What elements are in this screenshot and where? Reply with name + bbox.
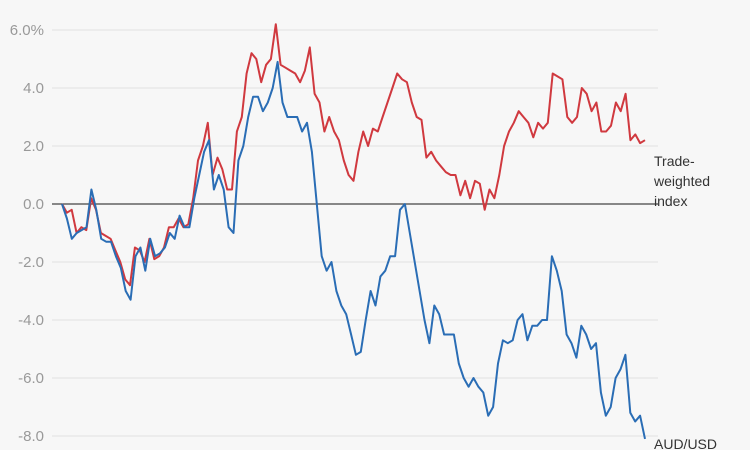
series-label: weighted: [653, 173, 710, 189]
y-tick-label: 0.0: [23, 196, 44, 213]
y-tick-label: 2.0: [23, 138, 44, 155]
y-tick-label: -6.0: [18, 370, 44, 387]
y-tick-label: -2.0: [18, 254, 44, 271]
series-label: AUD/USD: [654, 436, 717, 450]
y-axis-ticks: 6.0% 4.0 2.0 0.0 -2.0 -4.0 -6.0 -8.0: [10, 22, 44, 445]
y-tick-label: 4.0: [23, 80, 44, 97]
series-line-trade-weighted: [61, 23, 646, 287]
y-tick-label: 6.0%: [10, 22, 44, 39]
y-tick-label: -4.0: [18, 312, 44, 329]
series-lines: [61, 23, 646, 440]
series-labels: Trade-weighted index AUD/USD: [653, 153, 717, 450]
series-line-aud-usd: [61, 60, 646, 440]
series-label: index: [654, 193, 687, 209]
series-label: Trade-: [654, 153, 695, 169]
y-tick-label: -8.0: [18, 428, 44, 445]
gridlines: [52, 29, 658, 437]
